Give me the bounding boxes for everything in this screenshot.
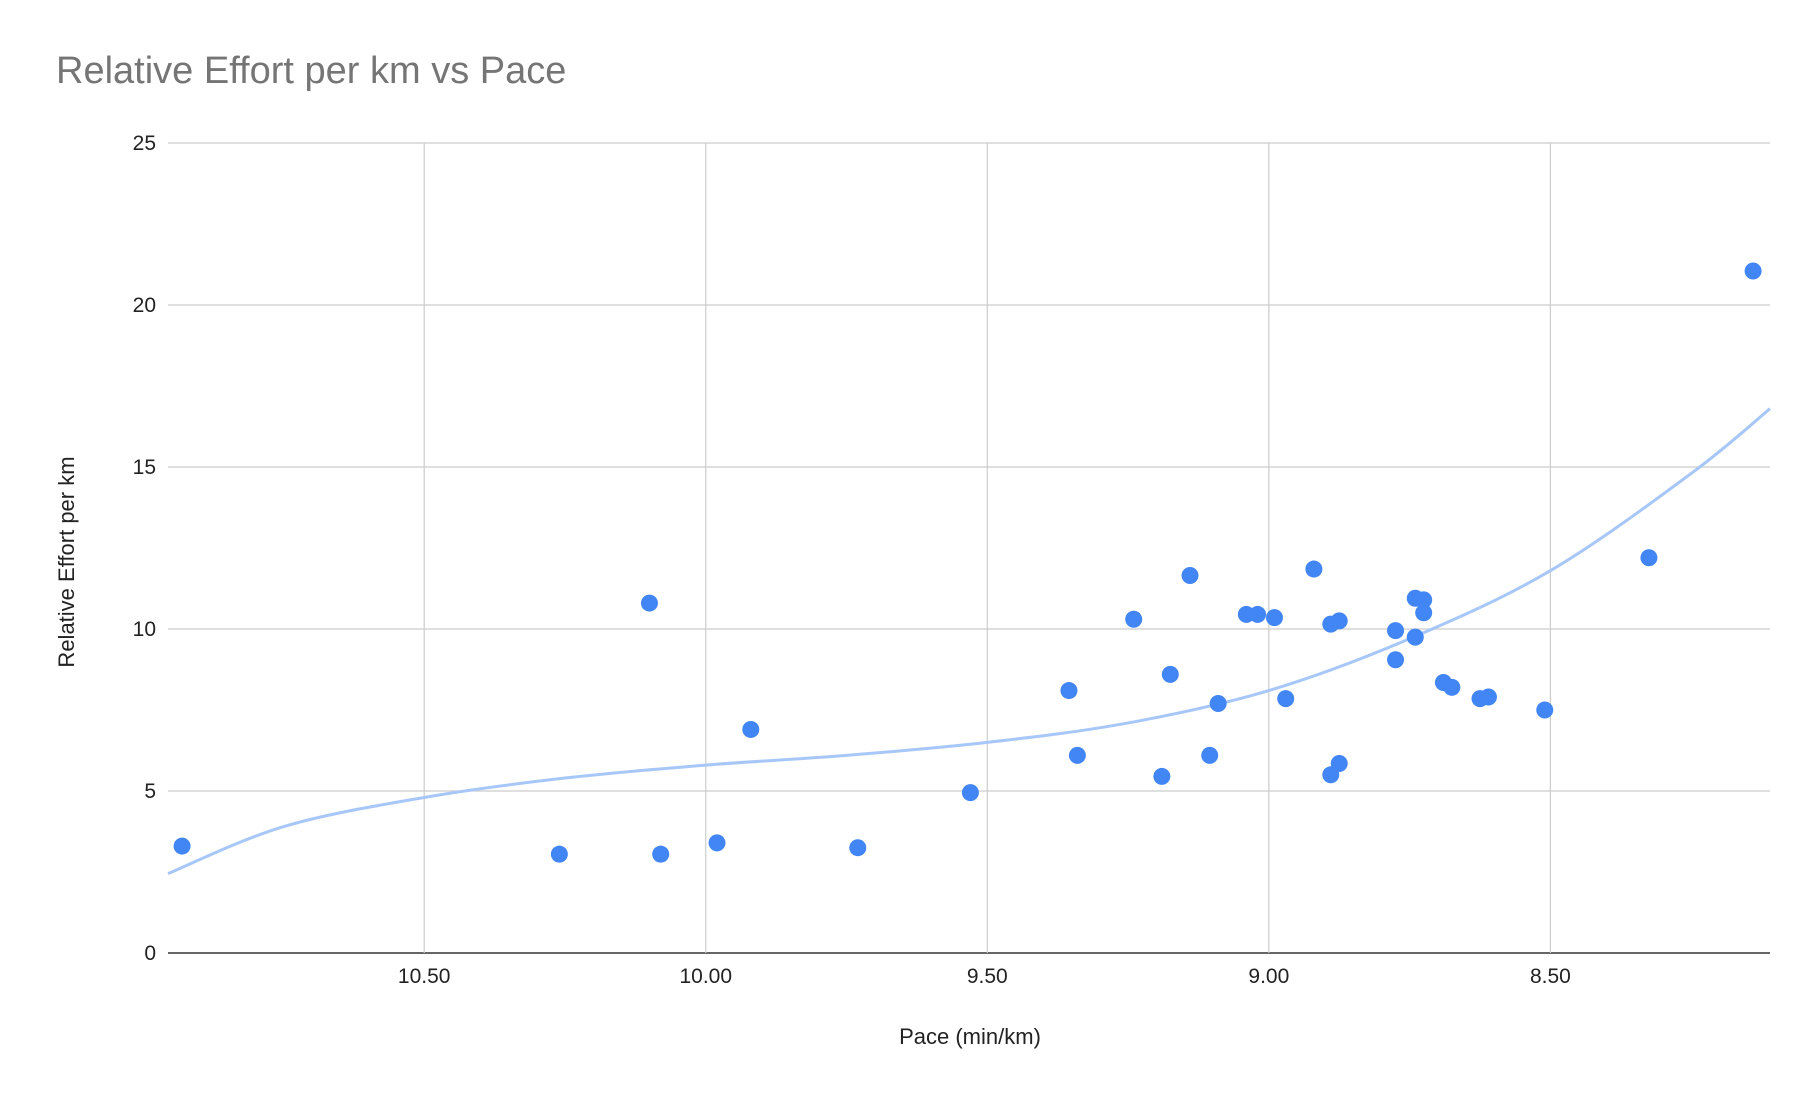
axis-ticks: 0 5 10 15 20 25 10.50 10.00 9.50 9.00 8.50 (133, 132, 1571, 988)
data-point (1415, 604, 1433, 622)
data-point (1153, 767, 1171, 785)
data-point (640, 594, 658, 612)
chart-title: Relative Effort per km vs Pace (56, 50, 567, 92)
data-point (1201, 746, 1219, 764)
y-tick-label: 15 (133, 456, 156, 479)
data-point (1161, 665, 1179, 683)
x-tick-label: 10.00 (679, 965, 732, 988)
data-point (1387, 622, 1405, 640)
data-point (173, 837, 191, 855)
y-tick-label: 25 (133, 132, 156, 155)
data-point (708, 834, 726, 852)
data-point (1277, 690, 1295, 708)
y-axis-label: Relative Effort per km (54, 456, 79, 667)
trendline-layer (167, 407, 1771, 876)
data-point (1265, 609, 1283, 627)
grid (168, 142, 1770, 954)
x-tick-label: 9.00 (1248, 965, 1289, 988)
x-tick-label: 9.50 (967, 965, 1008, 988)
data-point (1068, 746, 1086, 764)
data-point (742, 720, 760, 738)
data-point (1305, 560, 1323, 578)
y-tick-label: 5 (144, 780, 156, 803)
data-point (1125, 610, 1143, 628)
data-point (1640, 549, 1658, 567)
data-point (1387, 651, 1405, 669)
data-point (1479, 688, 1497, 706)
data-point (1060, 682, 1078, 700)
data-point (1249, 605, 1267, 623)
data-point (849, 839, 867, 857)
y-tick-label: 20 (133, 294, 156, 317)
data-point (1330, 612, 1348, 630)
data-point (1415, 591, 1433, 609)
data-point (1330, 754, 1348, 772)
trendline (167, 407, 1771, 876)
data-point (1181, 567, 1199, 585)
data-point (1744, 262, 1762, 280)
x-axis-label: Pace (min/km) (899, 1024, 1041, 1049)
x-tick-label: 10.50 (398, 965, 451, 988)
data-point (652, 845, 670, 863)
data-point (1443, 678, 1461, 696)
x-tick-label: 8.50 (1530, 965, 1571, 988)
data-points (173, 262, 1762, 863)
data-point (1536, 701, 1554, 719)
data-point (1209, 695, 1227, 713)
data-point (550, 845, 568, 863)
data-point (961, 784, 979, 802)
y-tick-label: 10 (133, 618, 156, 641)
data-point (1406, 628, 1424, 646)
y-tick-label: 0 (144, 942, 156, 965)
